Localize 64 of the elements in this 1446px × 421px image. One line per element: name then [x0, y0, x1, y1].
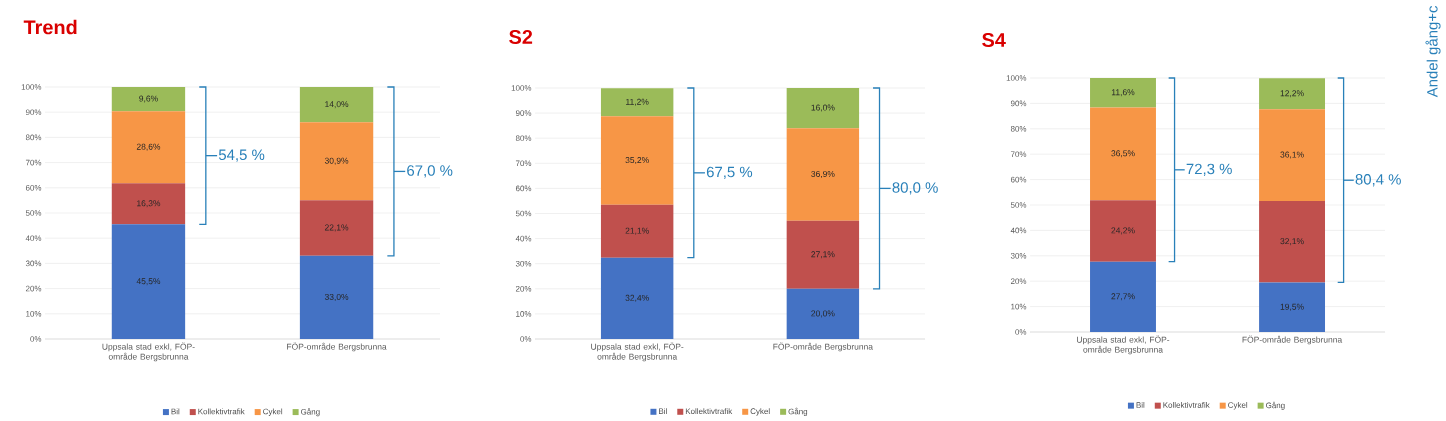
annotation: 72,3 % — [1186, 163, 1232, 176]
bar — [786, 288, 860, 339]
data-label: 16,3% — [137, 200, 161, 208]
bar — [1090, 107, 1156, 201]
bar — [1259, 109, 1326, 201]
bar — [786, 88, 860, 129]
chart-title: S2 — [509, 29, 533, 45]
bar — [299, 255, 374, 339]
bar — [600, 204, 674, 258]
data-label: 16,0% — [811, 104, 835, 112]
data-label: 36,5% — [1111, 150, 1135, 158]
data-label: 32,4% — [625, 294, 649, 302]
bar — [111, 183, 186, 225]
data-label: 35,2% — [625, 157, 649, 165]
data-label: 30,9% — [324, 157, 349, 165]
bar — [600, 257, 674, 339]
data-label: 11,2% — [626, 98, 649, 106]
data-label: 27,1% — [811, 251, 835, 259]
annotation: 67,0 % — [407, 165, 453, 178]
bar — [299, 122, 374, 201]
data-label: 45,5% — [136, 278, 161, 286]
data-label: 36,9% — [811, 170, 835, 178]
bar — [299, 200, 374, 256]
data-label: 27,7% — [1111, 293, 1135, 301]
annotation: 67,5 % — [706, 166, 753, 179]
data-label: 12,2% — [1280, 90, 1304, 98]
bar — [111, 224, 186, 339]
bar — [111, 111, 186, 184]
data-label: 24,2% — [1111, 227, 1135, 235]
data-label: 28,6% — [136, 143, 161, 151]
chart-title: Trend — [23, 19, 77, 35]
x-tick-label: FÖP-område Bergsbrunna — [287, 342, 387, 352]
annotation: 80,0 % — [892, 182, 938, 195]
bar — [1259, 282, 1326, 332]
data-label: 19,5% — [1280, 303, 1304, 311]
text: Andel gång+c — [1425, 5, 1441, 98]
x-tick-label: FÖP-område Bergsbrunna — [1242, 335, 1343, 345]
x-tick-label: FÖP-område Bergsbrunna — [773, 342, 873, 352]
data-label: 20,0% — [811, 310, 835, 318]
annotation: 80,4 % — [1355, 174, 1401, 187]
bar — [1090, 261, 1156, 332]
data-label: 33,0% — [324, 293, 349, 301]
chart-title: S4 — [982, 32, 1006, 48]
bar — [600, 88, 674, 117]
data-label: 32,1% — [1280, 238, 1304, 246]
bar — [600, 116, 674, 205]
bar — [786, 220, 860, 289]
bar — [1090, 200, 1156, 262]
x-tick-label: Uppsala stad exkl, FÖP-område Bergsbrunna — [1077, 335, 1170, 355]
bar — [1090, 78, 1156, 108]
data-label: 11,6% — [1111, 89, 1135, 97]
bar — [1259, 78, 1326, 110]
data-label: 9,6% — [139, 95, 158, 103]
bar — [299, 87, 374, 123]
bar — [786, 128, 860, 221]
x-tick-label: Uppsala stad exkl, FÖP-område Bergsbrunna — [102, 342, 195, 362]
data-label: 14,0% — [325, 101, 349, 109]
bar — [1259, 200, 1326, 283]
annotation: 54,5 % — [218, 149, 265, 162]
x-tick-label: Uppsala stad exkl, FÖP-område Bergsbrunna — [591, 342, 684, 362]
data-label: 36,1% — [1280, 151, 1304, 159]
data-label: 22,1% — [324, 224, 349, 232]
bar — [111, 87, 186, 112]
data-label: 21,1% — [625, 227, 649, 235]
